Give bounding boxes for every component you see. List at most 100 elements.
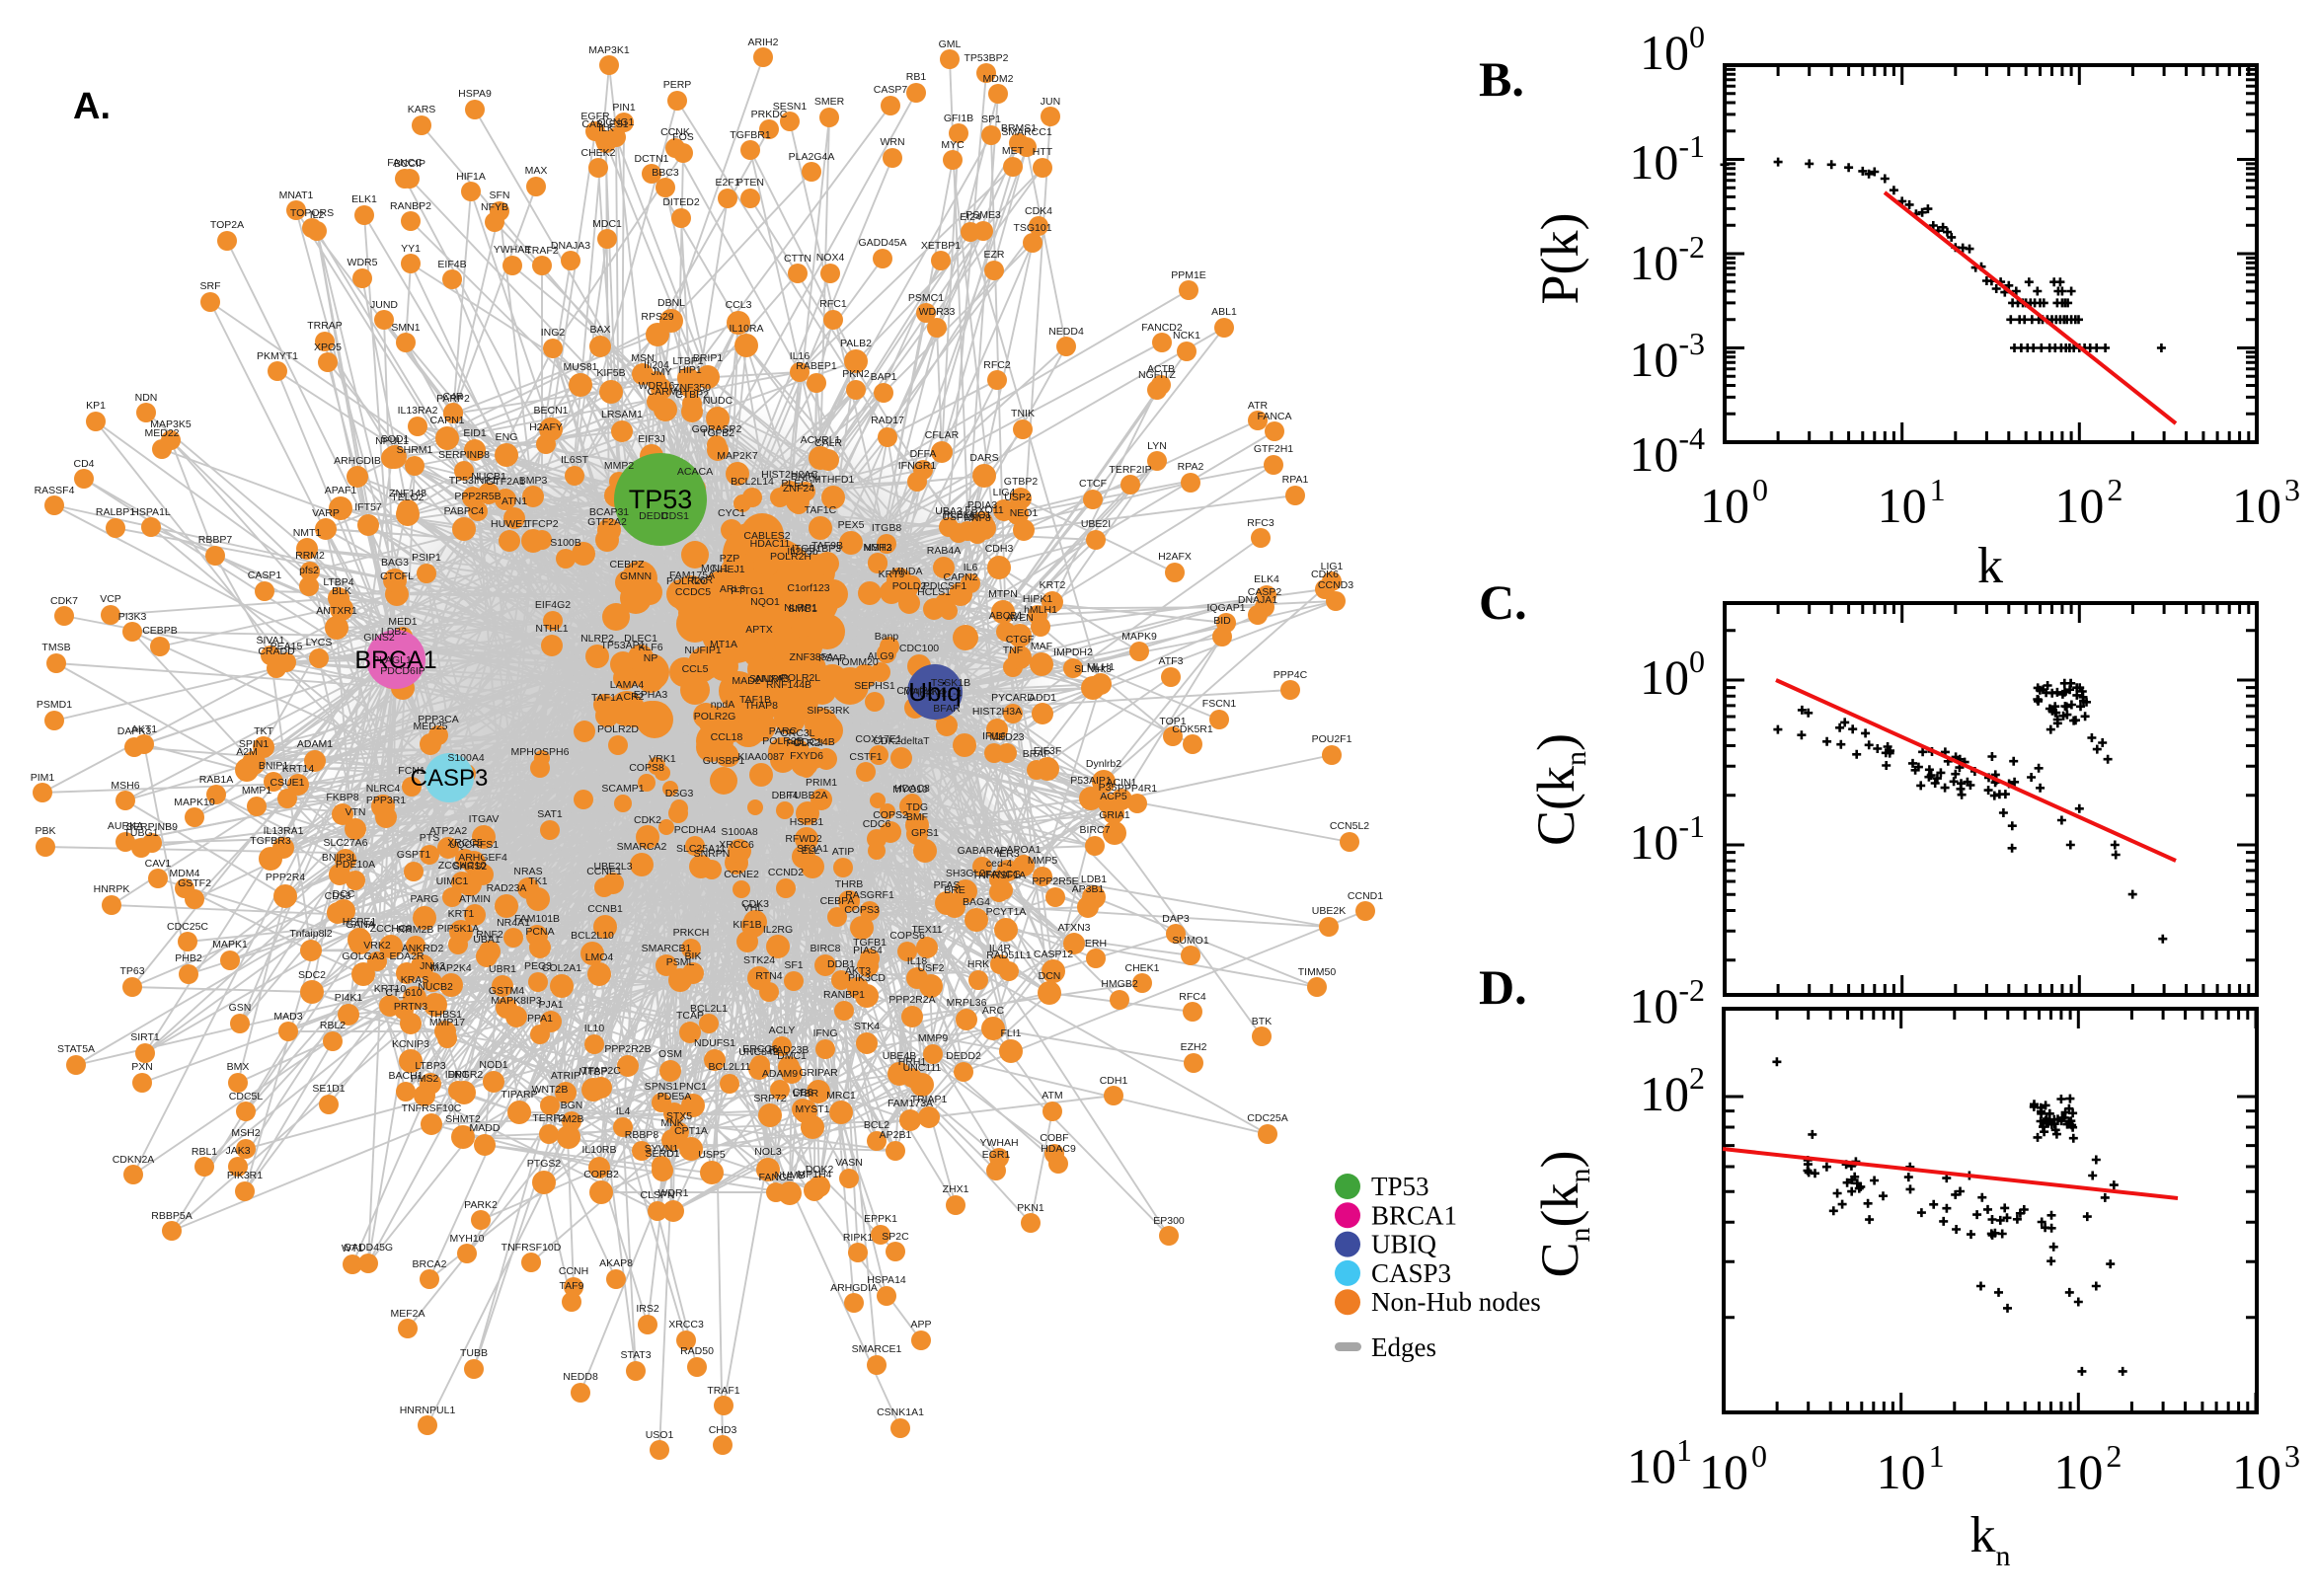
svg-text:DBF4: DBF4	[772, 790, 799, 801]
svg-text:SCAMP1: SCAMP1	[601, 783, 644, 795]
svg-text:TUBB: TUBB	[460, 1347, 488, 1359]
svg-text:PEG3: PEG3	[524, 960, 552, 972]
svg-text:PDIA3: PDIA3	[967, 499, 998, 511]
svg-text:MAF: MAF	[1031, 641, 1052, 652]
svg-text:CCNB1: CCNB1	[587, 903, 623, 915]
svg-text:C(kn): C(kn)	[1526, 733, 1592, 846]
svg-text:ANTXR1: ANTXR1	[316, 605, 357, 617]
svg-text:BAG4: BAG4	[963, 896, 990, 908]
svg-text:SYVN1: SYVN1	[645, 1143, 679, 1155]
svg-text:RBBP5A: RBBP5A	[151, 1210, 192, 1222]
svg-text:PI3K3: PI3K3	[118, 611, 147, 623]
svg-text:RFC4: RFC4	[1179, 991, 1206, 1003]
svg-text:TNFRSF10C: TNFRSF10C	[402, 1102, 462, 1114]
svg-text:NOL3: NOL3	[754, 1146, 782, 1158]
svg-text:COPS6: COPS6	[889, 930, 925, 942]
svg-text:TNIK: TNIK	[1011, 408, 1035, 419]
svg-text:NP: NP	[644, 652, 658, 664]
svg-text:MED23: MED23	[989, 731, 1024, 743]
svg-text:PI4K1: PI4K1	[335, 992, 363, 1004]
svg-text:MNK: MNK	[660, 1117, 683, 1129]
svg-text:MAP2K4: MAP2K4	[430, 962, 472, 974]
svg-text:CASP3: CASP3	[1371, 1258, 1451, 1288]
svg-text:PPP2R4: PPP2R4	[266, 872, 305, 883]
svg-text:GSN: GSN	[229, 1002, 252, 1014]
svg-text:NFYB: NFYB	[481, 201, 508, 213]
svg-text:NUCB1: NUCB1	[471, 471, 506, 483]
svg-text:CYC1: CYC1	[718, 507, 745, 519]
svg-text:PTEN: PTEN	[736, 177, 764, 189]
svg-text:B.: B.	[1479, 51, 1524, 107]
svg-text:ATF3: ATF3	[1159, 655, 1184, 667]
svg-text:PIN1: PIN1	[612, 102, 636, 114]
svg-text:TNFRSF1A: TNFRSF1A	[972, 870, 1026, 881]
svg-text:GSTF2: GSTF2	[178, 877, 211, 889]
svg-text:SRP72: SRP72	[753, 1093, 786, 1104]
svg-text:POLR2D: POLR2D	[597, 723, 639, 735]
svg-text:UBA3: UBA3	[935, 505, 963, 517]
svg-text:IFI16: IFI16	[982, 730, 1006, 742]
svg-text:GSTM4: GSTM4	[489, 985, 524, 997]
svg-text:ITM2B: ITM2B	[554, 1113, 584, 1125]
svg-text:CAPN2: CAPN2	[943, 571, 977, 583]
svg-text:MNAT1: MNAT1	[279, 190, 314, 201]
svg-text:PERP: PERP	[663, 79, 692, 91]
svg-text:ENG: ENG	[496, 431, 518, 443]
svg-text:LYCS: LYCS	[306, 637, 333, 648]
svg-text:PPP2R5E: PPP2R5E	[1032, 875, 1078, 887]
svg-text:SMARCE1: SMARCE1	[852, 1343, 902, 1355]
svg-text:BMP3: BMP3	[519, 475, 548, 487]
svg-text:2: 2	[2107, 472, 2123, 507]
svg-text:GADD45A: GADD45A	[858, 237, 906, 249]
svg-text:PPP2R5B: PPP2R5B	[454, 491, 501, 502]
svg-text:RALBP1: RALBP1	[96, 506, 135, 518]
svg-text:POLR2B: POLR2B	[762, 735, 803, 747]
svg-text:BECN1: BECN1	[533, 405, 568, 417]
svg-text:TIMM50: TIMM50	[1298, 966, 1337, 978]
svg-text:SRF: SRF	[200, 280, 221, 292]
svg-text:BAX: BAX	[589, 324, 610, 336]
svg-text:LTBR: LTBR	[793, 1088, 818, 1100]
svg-text:WT1: WT1	[342, 1243, 363, 1254]
svg-text:CT_610: CT_610	[385, 987, 423, 999]
svg-text:Dynlrb2: Dynlrb2	[1086, 758, 1121, 770]
svg-text:ACACA: ACACA	[677, 466, 713, 478]
svg-text:IL6ST: IL6ST	[561, 454, 589, 466]
svg-text:CCN5L2: CCN5L2	[1330, 820, 1369, 832]
svg-text:CDH3: CDH3	[985, 543, 1014, 555]
svg-text:hMLH1: hMLH1	[1024, 604, 1057, 616]
svg-text:TMSB: TMSB	[41, 642, 70, 653]
svg-text:HRK: HRK	[967, 958, 989, 970]
svg-text:UIMC1: UIMC1	[436, 875, 469, 887]
svg-text:ANXA3: ANXA3	[755, 673, 790, 685]
svg-text:ZNF148: ZNF148	[389, 488, 426, 499]
svg-text:MAPK9: MAPK9	[1121, 631, 1157, 643]
svg-text:ATM: ATM	[1042, 1090, 1062, 1102]
svg-text:RPA2: RPA2	[1178, 461, 1204, 473]
svg-text:ELK4: ELK4	[1254, 573, 1279, 585]
svg-text:VRK2: VRK2	[363, 940, 391, 951]
svg-text:10: 10	[1877, 1444, 1926, 1499]
svg-text:BRIP1: BRIP1	[693, 352, 724, 364]
svg-text:TK1: TK1	[528, 875, 547, 887]
svg-text:HSPB1: HSPB1	[790, 816, 824, 828]
svg-text:PPM1E: PPM1E	[1171, 269, 1206, 281]
svg-text:Non-Hub nodes: Non-Hub nodes	[1371, 1287, 1541, 1317]
svg-text:P53AIP1: P53AIP1	[1070, 775, 1112, 787]
svg-text:KLF6: KLF6	[638, 642, 662, 653]
svg-text:KCNIP3: KCNIP3	[392, 1038, 429, 1050]
svg-text:BRE: BRE	[944, 884, 965, 896]
svg-text:TOMM20: TOMM20	[835, 656, 879, 668]
svg-text:COPS8: COPS8	[629, 762, 664, 774]
svg-text:ATIP: ATIP	[832, 846, 855, 858]
svg-text:SAT1: SAT1	[537, 808, 563, 820]
svg-text:npdA: npdA	[711, 699, 735, 711]
svg-text:GRIPAR: GRIPAR	[799, 1067, 838, 1079]
svg-text:TKT: TKT	[254, 725, 273, 737]
svg-text:POLR2C: POLR2C	[666, 575, 708, 587]
svg-text:BCCIP: BCCIP	[394, 158, 425, 170]
svg-text:C1orf123: C1orf123	[787, 582, 829, 594]
svg-text:LDB2: LDB2	[381, 626, 407, 638]
svg-text:MAPK1: MAPK1	[212, 939, 248, 950]
svg-text:LAMA4: LAMA4	[610, 679, 645, 691]
